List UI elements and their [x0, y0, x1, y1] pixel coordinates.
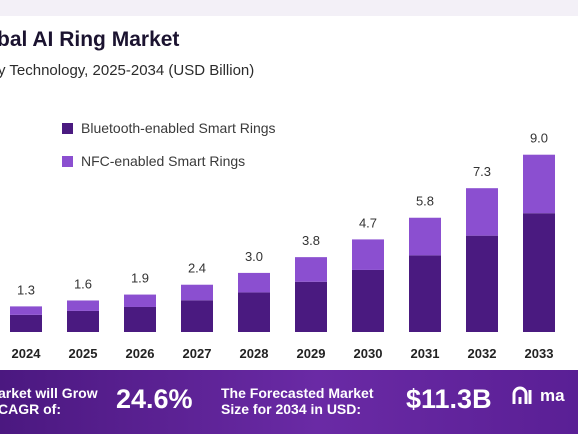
bar-2033-nfc	[523, 154, 555, 214]
value-label-2024: 1.3	[17, 282, 35, 297]
forecast-value: $11.3B	[406, 384, 492, 414]
legend-label-nfc: NFC-enabled Smart Rings	[81, 153, 246, 169]
chart-legend: Bluetooth-enabled Smart Rings NFC-enable…	[62, 120, 276, 186]
value-label-2026: 1.9	[131, 271, 149, 286]
bar-chart: 1.3 2024 1.6 2025 1.9 2026 2.4 2027 3.0 2028 3.8 20…	[10, 131, 555, 361]
legend-label-bluetooth: Bluetooth-enabled Smart Rings	[81, 120, 276, 136]
value-label-2030: 4.7	[359, 215, 377, 230]
value-label-2029: 3.8	[302, 233, 320, 248]
footer-banner: arket will Grow CAGR of: 24.6% The Forec…	[0, 370, 578, 434]
bar-2030-bluetooth	[352, 269, 384, 332]
bar-2024-bluetooth	[10, 314, 42, 332]
chart-title: bal AI Ring Market	[0, 28, 180, 51]
forecast-caption: The Forecasted Market Size for 2034 in U…	[221, 385, 374, 417]
value-label-2028: 3.0	[245, 249, 263, 264]
bar-2029-bluetooth	[295, 281, 327, 332]
cagr-value: 24.6%	[116, 384, 193, 414]
bar-2025-nfc	[67, 300, 99, 311]
logo-text: ma	[540, 386, 565, 405]
chart-subtitle: y Technology, 2025-2034 (USD Billion)	[0, 62, 255, 79]
cagr-caption: arket will Grow CAGR of:	[0, 385, 98, 417]
legend-swatch-nfc	[62, 155, 73, 167]
x-tick-2026: 2026	[126, 346, 155, 361]
legend-item-nfc: NFC-enabled Smart Rings	[62, 153, 276, 169]
x-tick-2029: 2029	[297, 346, 326, 361]
value-label-2025: 1.6	[74, 276, 92, 291]
bar-2033-bluetooth	[523, 213, 555, 332]
x-tick-2033: 2033	[525, 346, 554, 361]
x-tick-2030: 2030	[354, 346, 383, 361]
bar-2027-bluetooth	[181, 300, 213, 332]
value-label-2032: 7.3	[473, 164, 491, 179]
x-tick-2027: 2027	[183, 346, 212, 361]
x-tick-2025: 2025	[69, 346, 98, 361]
bar-2028-nfc	[238, 272, 270, 293]
bar-2032-nfc	[466, 188, 498, 236]
x-tick-2032: 2032	[468, 346, 497, 361]
bar-2026-nfc	[124, 294, 156, 307]
value-label-2033: 9.0	[530, 131, 548, 146]
bar-2026-bluetooth	[124, 306, 156, 332]
value-label-2027: 2.4	[188, 261, 206, 276]
x-tick-2028: 2028	[240, 346, 269, 361]
legend-item-bluetooth: Bluetooth-enabled Smart Rings	[62, 120, 276, 136]
bar-2032-bluetooth	[466, 235, 498, 332]
bar-2027-nfc	[181, 284, 213, 301]
x-tick-2031: 2031	[411, 346, 440, 361]
bar-2029-nfc	[295, 257, 327, 282]
top-strip	[0, 0, 578, 16]
bar-2024-nfc	[10, 306, 42, 315]
bar-2028-bluetooth	[238, 292, 270, 332]
bar-2031-bluetooth	[409, 255, 441, 332]
bar-2031-nfc	[409, 217, 441, 256]
brand-logo: ma	[512, 386, 565, 406]
x-tick-2024: 2024	[12, 346, 42, 361]
market-us-logo-icon	[512, 386, 532, 404]
value-label-2031: 5.8	[416, 194, 434, 209]
bar-2030-nfc	[352, 239, 384, 270]
legend-swatch-bluetooth	[62, 122, 73, 134]
bar-2025-bluetooth	[67, 310, 99, 332]
